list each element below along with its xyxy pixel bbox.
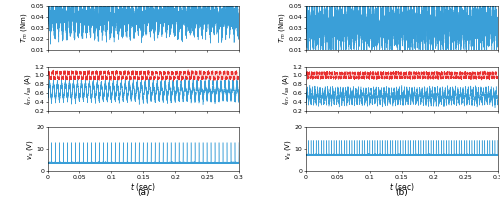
Y-axis label: $i_{sr}, i_{sa}$ (A): $i_{sr}, i_{sa}$ (A) (282, 73, 292, 104)
Y-axis label: $i_{sr}, i_{sa}$ (A): $i_{sr}, i_{sa}$ (A) (23, 73, 33, 104)
Text: (b): (b) (396, 188, 408, 197)
Y-axis label: $v_s$ (V): $v_s$ (V) (284, 139, 294, 160)
X-axis label: $t$ (sec): $t$ (sec) (130, 181, 156, 193)
Y-axis label: $v_s$ (V): $v_s$ (V) (25, 139, 35, 160)
Y-axis label: $T_m$ (Nm): $T_m$ (Nm) (278, 13, 287, 43)
Text: (a): (a) (137, 188, 149, 197)
X-axis label: $t$ (sec): $t$ (sec) (389, 181, 414, 193)
Y-axis label: $T_m$ (Nm): $T_m$ (Nm) (19, 13, 29, 43)
